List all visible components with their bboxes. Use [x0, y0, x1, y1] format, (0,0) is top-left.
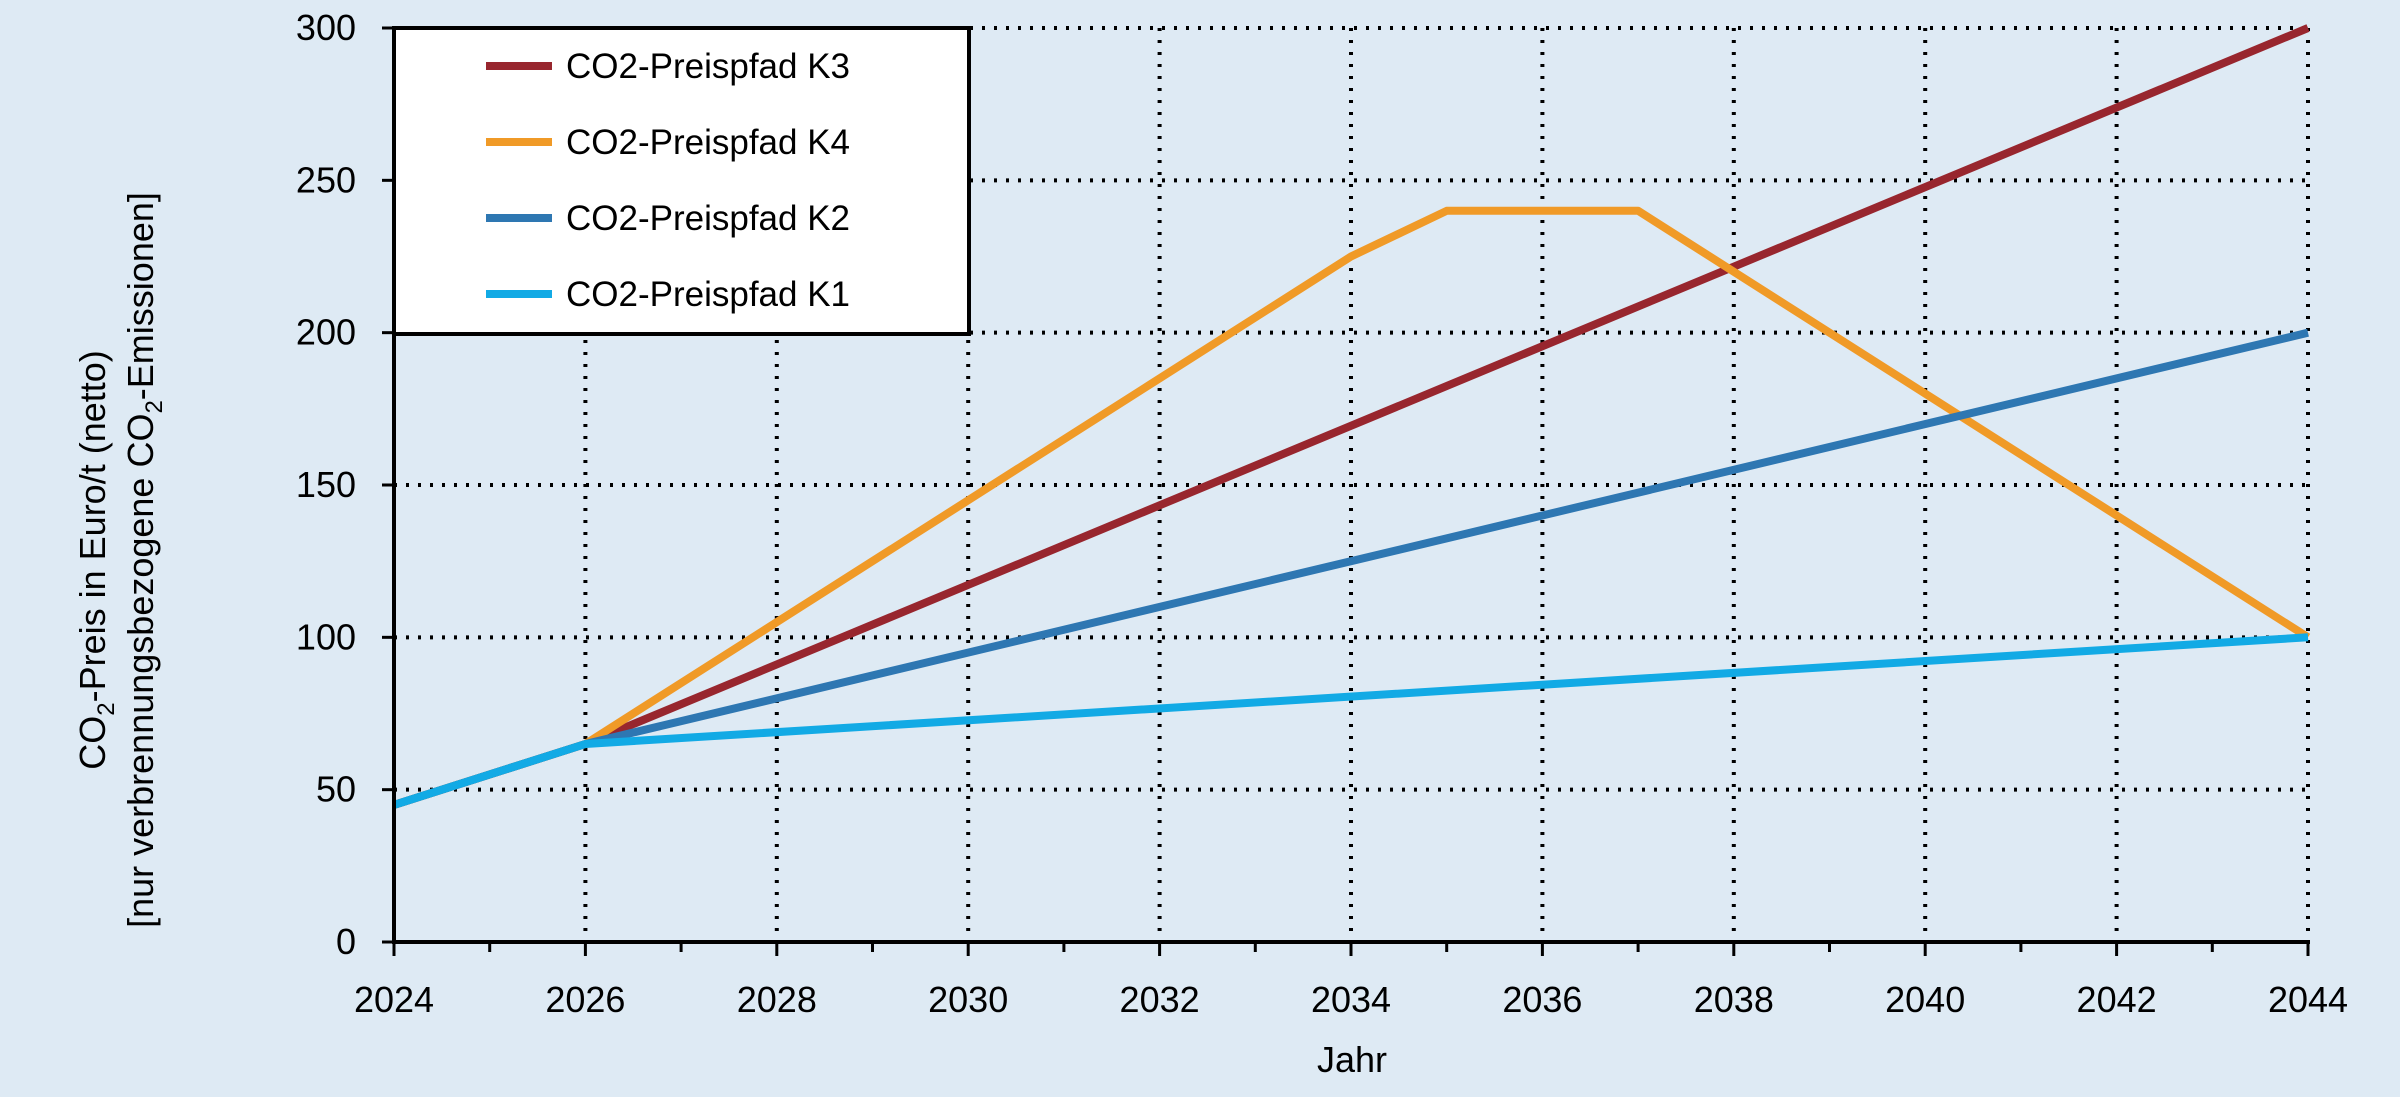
y-axis-title: CO2-Preis in Euro/t (netto) [nur verbren… [72, 192, 168, 928]
grid-lines [394, 26, 2310, 942]
x-tick-label: 2036 [1502, 979, 1582, 1020]
y-tick-label: 100 [296, 616, 356, 657]
series-lines [392, 24, 2311, 809]
legend-box [392, 26, 971, 336]
x-tick-label: 2028 [737, 979, 817, 1020]
legend-label: CO2-Preispfad K3 [566, 47, 850, 86]
y-tick-label: 300 [296, 7, 356, 48]
x-axis-title: Jahr [1317, 1039, 1387, 1080]
y-axis-title-line-2: [nur verbrennungsbezogene CO2-Emissionen… [120, 192, 168, 928]
legend-label: CO2-Preispfad K4 [566, 123, 850, 162]
y-tick-label: 0 [336, 921, 356, 962]
x-tick-label: 2026 [545, 979, 625, 1020]
x-tick-label: 2032 [1120, 979, 1200, 1020]
legend-label: CO2-Preispfad K2 [566, 199, 850, 238]
y-tick-label: 150 [296, 464, 356, 505]
x-tick-label: 2040 [1885, 979, 1965, 1020]
x-tick-label: 2042 [2077, 979, 2157, 1020]
x-tick-label: 2024 [354, 979, 434, 1020]
y-tick-label: 250 [296, 159, 356, 200]
x-tick-label: 2034 [1311, 979, 1391, 1020]
x-tick-label: 2030 [928, 979, 1008, 1020]
legend: CO2-Preispfad K3 CO2-Preispfad K4 CO2-Prei… [392, 26, 971, 336]
y-tick-label: 50 [316, 769, 356, 810]
y-tick-label: 200 [296, 312, 356, 353]
x-tick-label: 2044 [2268, 979, 2348, 1020]
series-line-4 [392, 633, 2309, 809]
x-tick-label: 2038 [1694, 979, 1774, 1020]
legend-label: CO2-Preispfad K1 [566, 275, 850, 314]
tick-labels: 2024 2026 2028 2030 2032 2034 2036 2038 2040 2042… [296, 7, 2348, 1020]
y-axis-title-line-1: CO2-Preis in Euro/t (netto) [72, 350, 120, 769]
